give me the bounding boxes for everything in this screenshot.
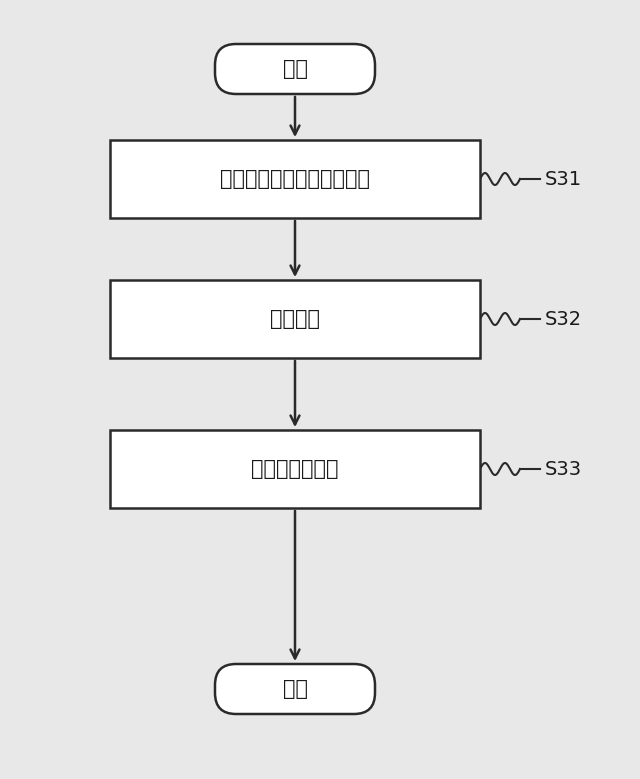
Text: 複合型ＣＮＣ加工機を提供: 複合型ＣＮＣ加工機を提供	[220, 169, 370, 189]
Text: 終了: 終了	[282, 679, 307, 699]
Text: S33: S33	[545, 460, 582, 478]
Bar	[110, 430, 480, 508]
Bar	[110, 280, 480, 358]
Text: S31: S31	[545, 170, 582, 189]
Text: 切削作業: 切削作業	[270, 309, 320, 329]
Text: S32: S32	[545, 309, 582, 329]
Bar	[110, 140, 480, 218]
FancyBboxPatch shape	[215, 44, 375, 94]
Text: 表面熱処理作業: 表面熱処理作業	[252, 459, 339, 479]
FancyBboxPatch shape	[215, 664, 375, 714]
Text: 開始: 開始	[282, 59, 307, 79]
